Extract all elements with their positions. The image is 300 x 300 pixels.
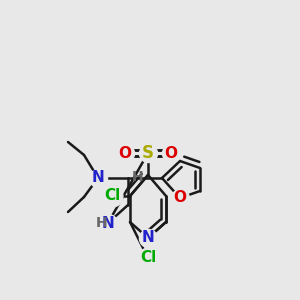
Text: O: O [164, 146, 178, 160]
Text: H: H [96, 216, 108, 230]
Text: N: N [92, 170, 104, 185]
Text: H: H [132, 170, 144, 184]
Text: N: N [102, 215, 114, 230]
Text: O: O [118, 146, 131, 160]
Text: O: O [173, 190, 187, 206]
Text: Cl: Cl [140, 250, 156, 266]
Text: S: S [142, 144, 154, 162]
Text: N: N [142, 230, 154, 245]
Text: Cl: Cl [104, 188, 120, 203]
